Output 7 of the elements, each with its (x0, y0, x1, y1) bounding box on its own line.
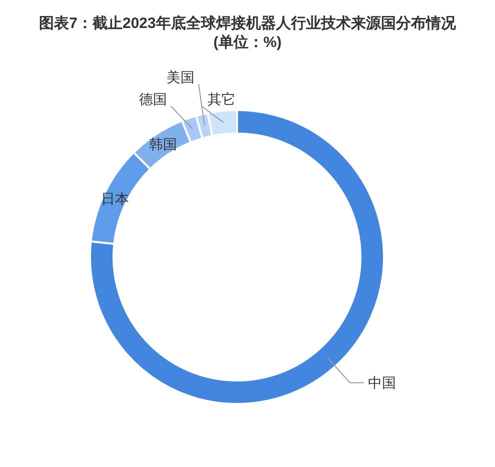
slice-label: 韩国 (148, 136, 177, 152)
slice-label: 中国 (368, 374, 396, 391)
slice-label: 美国 (166, 69, 195, 85)
slice-label: 其它 (207, 91, 236, 107)
slice-label: 日本 (101, 190, 130, 206)
chart-title: 图表7：截止2023年底全球焊接机器人行业技术来源国分布情况(单位：%) (38, 14, 457, 52)
slice-label: 德国 (138, 91, 167, 107)
